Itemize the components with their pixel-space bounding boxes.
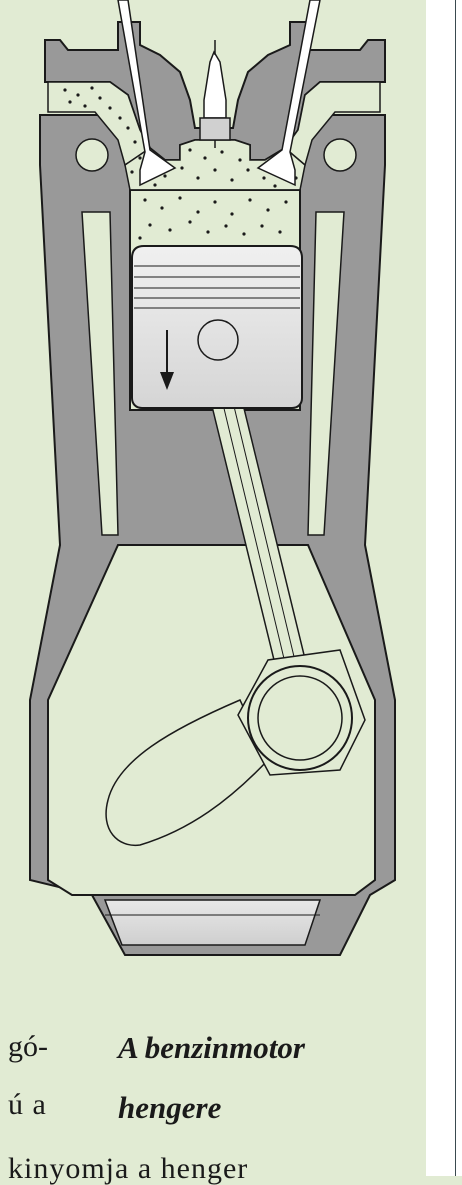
head-bolt-hole-right xyxy=(323,138,357,172)
body-text-line-2: ú a xyxy=(8,1088,47,1121)
intake-valve xyxy=(117,0,177,187)
coolant-channel-right xyxy=(307,211,345,536)
spark-plug xyxy=(199,40,231,148)
piston-pin xyxy=(197,319,239,361)
downward-arrow-icon xyxy=(160,330,174,390)
oil-sump xyxy=(103,899,322,946)
crank-counterweight xyxy=(105,699,269,846)
piston xyxy=(131,245,303,409)
page-right-margin xyxy=(426,0,462,1176)
exhaust-valve xyxy=(256,0,321,187)
combustion-chamber xyxy=(124,139,306,191)
figure-caption-line-2: hengere xyxy=(118,1090,222,1125)
crank-pin-inner xyxy=(257,675,343,761)
body-text-line-3: kinyomja a henger xyxy=(8,1152,249,1185)
engine-cylinder-diagram xyxy=(29,0,396,956)
head-bolt-hole-left xyxy=(75,138,109,172)
body-text-line-1: gó- xyxy=(8,1030,48,1063)
margin-rule xyxy=(455,0,456,1176)
figure-caption-line-1: A benzinmotor xyxy=(118,1030,305,1065)
coolant-channel-left xyxy=(81,211,119,536)
